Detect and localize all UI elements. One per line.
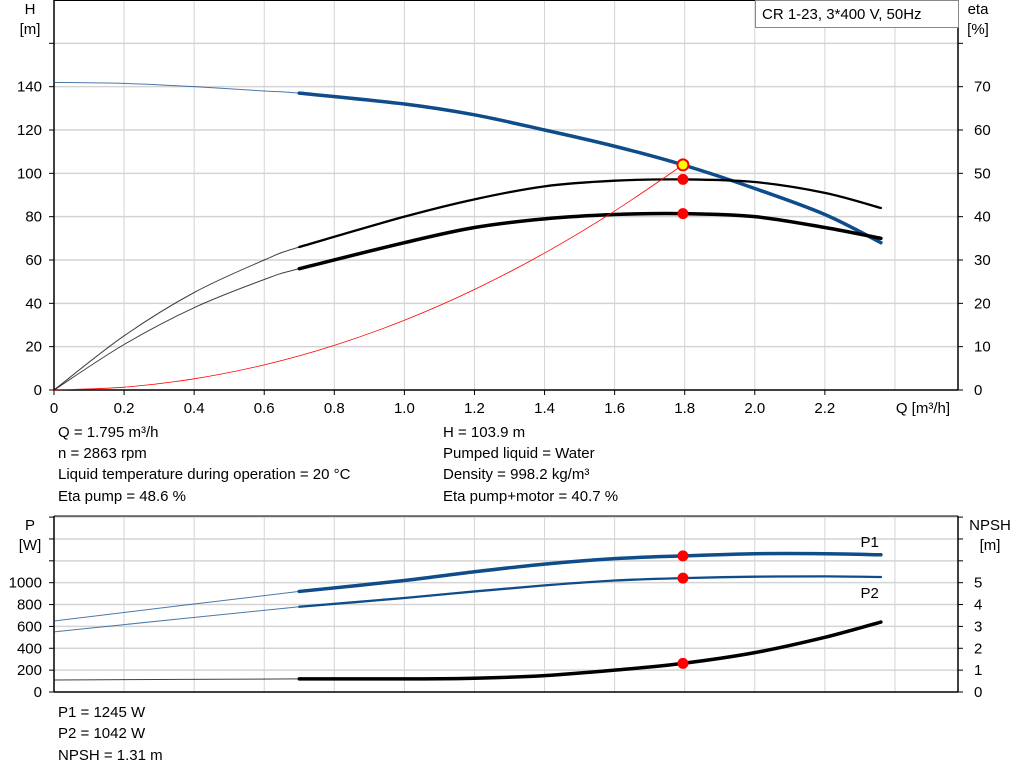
chart1-y-axis-label: [m] xyxy=(20,21,41,38)
chart1-series-eta_pump-line xyxy=(53,178,882,391)
chart1-y2-tick-label: 0 xyxy=(974,382,982,399)
chart2-series-P2-operating-range xyxy=(298,575,883,608)
chart1-title-box xyxy=(755,0,959,28)
chart1-y2-tick-label: 40 xyxy=(974,209,991,226)
chart2-y2-axis-label: [m] xyxy=(980,537,1001,554)
chart1-series-eta_pump-operating-range xyxy=(298,178,883,249)
result-eta-pump: Eta pump = 48.6 % xyxy=(58,488,186,505)
chart1-x-tick-label: 1.0 xyxy=(394,400,415,417)
chart1-x-tick-label: 0.4 xyxy=(184,400,205,417)
chart2-y-tick-label: 0 xyxy=(34,684,42,701)
chart1-y-tick-label: 0 xyxy=(34,382,42,399)
chart1-x-tick-label: 0.6 xyxy=(254,400,275,417)
chart1-y2-tick-label: 50 xyxy=(974,165,991,182)
chart1-y2-axis-label: [%] xyxy=(967,21,989,38)
result-npsh: NPSH = 1.31 m xyxy=(58,747,163,764)
chart1-title: CR 1-23, 3*400 V, 50Hz xyxy=(762,6,922,23)
result-density: Density = 998.2 kg/m³ xyxy=(443,466,590,483)
chart1-y2-tick-label: 70 xyxy=(974,79,991,96)
chart1-x-tick-label: 0 xyxy=(50,400,58,417)
chart2-y2-tick-label: 0 xyxy=(974,684,982,701)
result-q: Q = 1.795 m³/h xyxy=(58,424,159,441)
chart2-y-axis-label: P xyxy=(25,517,35,534)
chart2-point-NPSH_point xyxy=(677,657,689,669)
chart1-y-axis-label: H xyxy=(25,1,36,18)
chart1-point-eta_pump_point xyxy=(677,173,689,185)
chart2-y-axis-label: [W] xyxy=(19,537,42,554)
chart1-y2-axis-label: eta xyxy=(968,1,990,18)
result-eta-pump-motor: Eta pump+motor = 40.7 % xyxy=(443,488,619,505)
chart2-y-tick-label: 400 xyxy=(17,640,42,657)
chart1-point-eta_pump_motor_point xyxy=(677,208,689,220)
chart2-y2-tick-label: 1 xyxy=(974,662,982,679)
chart2-y2-tick-label: 3 xyxy=(974,618,982,635)
chart1-y-tick-label: 60 xyxy=(25,252,42,269)
chart1-x-tick-label: 1.2 xyxy=(464,400,485,417)
result-h: H = 103.9 m xyxy=(443,424,526,441)
chart1-y2-tick-label: 60 xyxy=(974,122,991,139)
chart2-y-tick-label: 200 xyxy=(17,662,42,679)
chart2-series-label-P1: P1 xyxy=(861,534,879,551)
chart2-y-tick-label: 800 xyxy=(17,597,42,614)
chart1-y-tick-label: 100 xyxy=(17,165,42,182)
chart1-y-tick-label: 20 xyxy=(25,339,42,356)
chart1-x-axis-label: Q [m³/h] xyxy=(896,400,950,417)
chart1-x-tick-label: 0.8 xyxy=(324,400,345,417)
chart1-y-tick-label: 80 xyxy=(25,209,42,226)
chart1-point-duty_point xyxy=(676,158,690,172)
chart2-y2-tick-label: 4 xyxy=(974,597,982,614)
chart2-series-label-P2: P2 xyxy=(861,585,879,602)
chart2-y-tick-label: 600 xyxy=(17,618,42,635)
chart1-x-tick-label: 1.4 xyxy=(534,400,555,417)
result-n: n = 2863 rpm xyxy=(58,445,147,462)
chart1-series-eta_pump_motor-operating-range xyxy=(297,211,883,271)
chart2-y-tick-label: 1000 xyxy=(9,575,42,592)
chart1-x-tick-label: 1.6 xyxy=(604,400,625,417)
chart1-x-tick-label: 1.8 xyxy=(674,400,695,417)
result-liquid: Pumped liquid = Water xyxy=(443,445,595,462)
chart1-x-tick-label: 2.0 xyxy=(744,400,765,417)
chart1-y2-tick-label: 20 xyxy=(974,295,991,312)
chart1-y-tick-label: 40 xyxy=(25,295,42,312)
chart1-y-tick-label: 120 xyxy=(17,122,42,139)
chart2-y2-axis-label: NPSH xyxy=(969,517,1011,534)
chart2-point-P1_point xyxy=(677,550,689,562)
chart1-y-tick-label: 140 xyxy=(17,79,42,96)
chart1-x-tick-label: 2.2 xyxy=(814,400,835,417)
result-temp: Liquid temperature during operation = 20… xyxy=(58,466,351,483)
chart2-series-P1-operating-range xyxy=(297,551,883,594)
chart1-y2-tick-label: 30 xyxy=(974,252,991,269)
chart2-series-P1-line xyxy=(53,553,881,622)
chart2-point-P2_point xyxy=(677,572,689,584)
chart1-x-tick-label: 0.2 xyxy=(114,400,135,417)
chart1-series-system-line xyxy=(53,164,684,391)
result-p2: P2 = 1042 W xyxy=(58,725,146,742)
chart2-y2-tick-label: 5 xyxy=(974,575,982,592)
chart2-series-NPSH-operating-range xyxy=(297,620,883,681)
result-p1: P1 = 1245 W xyxy=(58,704,146,721)
chart1-series-H-operating-range xyxy=(297,91,883,245)
chart1-y2-tick-label: 10 xyxy=(974,339,991,356)
chart2-y2-tick-label: 2 xyxy=(974,640,982,657)
